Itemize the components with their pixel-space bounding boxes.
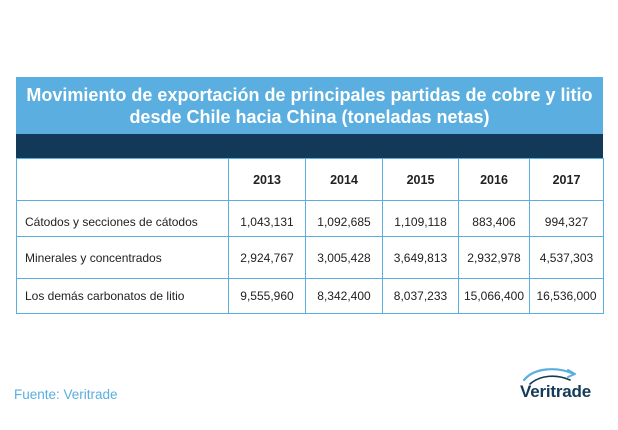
table-cell: 16,536,000 [529,278,604,314]
header-empty-cell [16,158,229,201]
source-note: Fuente: Veritrade [14,387,118,402]
table-cell: 8,037,233 [382,278,459,314]
veritrade-logo: Veritrade [518,366,610,406]
table-row: Minerales y concentrados 2,924,767 3,005… [16,236,604,279]
table-cell: 994,327 [529,200,604,237]
table-header-row: 2013 2014 2015 2016 2017 [16,158,604,201]
table-cell: 3,649,813 [382,236,459,279]
table-cell: 1,109,118 [382,200,459,237]
table-cell: 1,092,685 [305,200,383,237]
table-title: Movimiento de exportación de principales… [16,77,603,134]
table-cell: 883,406 [458,200,530,237]
table-row: Los demás carbonatos de litio 9,555,960 … [16,278,604,314]
table-cell: 9,555,960 [228,278,306,314]
header-year-2017: 2017 [529,158,604,201]
table-cell: 3,005,428 [305,236,383,279]
row-label: Los demás carbonatos de litio [16,278,229,314]
row-label: Minerales y concentrados [16,236,229,279]
table-row: Cátodos y secciones de cátodos 1,043,131… [16,200,604,237]
table-cell: 15,066,400 [458,278,530,314]
logo-text: Veritrade [520,382,591,401]
export-table: 2013 2014 2015 2016 2017 Cátodos y secci… [16,158,604,314]
header-year-2013: 2013 [228,158,306,201]
header-year-2016: 2016 [458,158,530,201]
row-label: Cátodos y secciones de cátodos [16,200,229,237]
table-cell: 2,924,767 [228,236,306,279]
header-year-2015: 2015 [382,158,459,201]
veritrade-swoosh-icon [522,368,576,385]
table-cell: 4,537,303 [529,236,604,279]
table-cell: 1,043,131 [228,200,306,237]
table-cell: 8,342,400 [305,278,383,314]
title-divider-band [16,134,603,158]
header-year-2014: 2014 [305,158,383,201]
table-cell: 2,932,978 [458,236,530,279]
